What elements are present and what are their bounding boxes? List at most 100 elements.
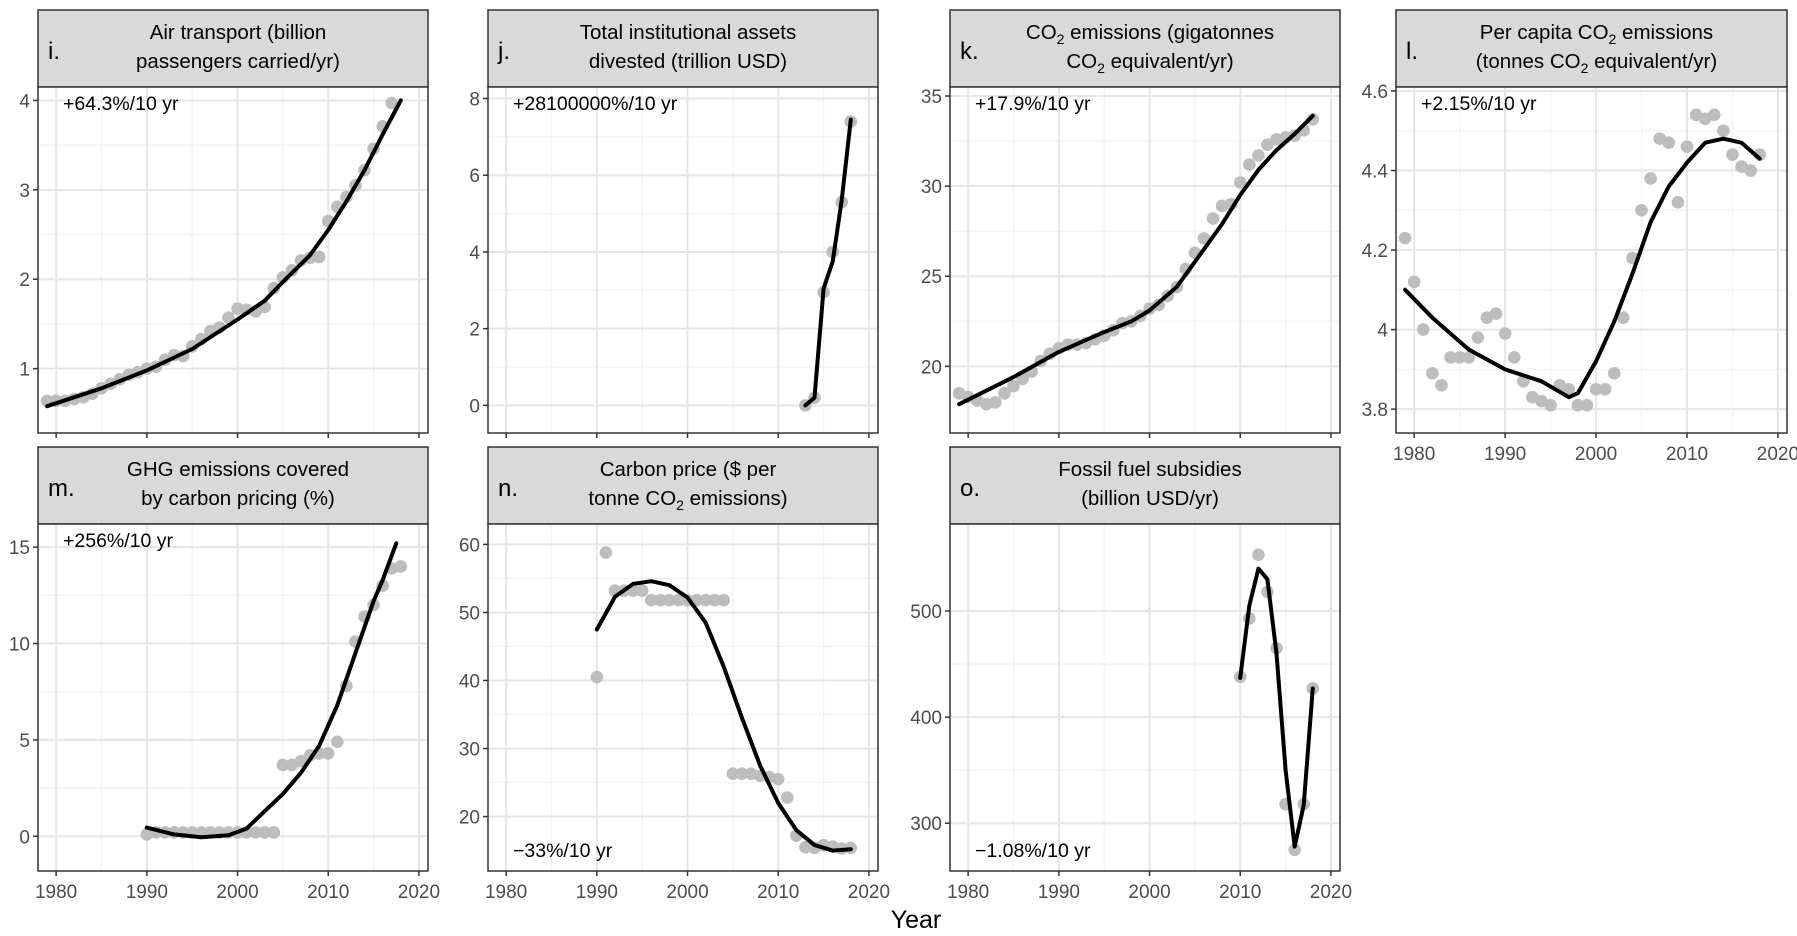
panel-o-x-tick-label: 2010: [1219, 882, 1261, 903]
panel-l-x-tick-label: 2000: [1575, 444, 1617, 465]
panel-o: o. Fossil fuel subsidies (billion USD/yr) 3…: [910, 446, 1352, 903]
panel-n-data-point: [599, 546, 613, 559]
panel-n-x-tick-label: 2010: [757, 882, 799, 903]
panel-o-title-line-2: (billion USD/yr): [1081, 487, 1219, 510]
panel-i-y-tick-label: 2: [19, 270, 30, 291]
panel-n-grid: [488, 524, 878, 871]
panel-l-data-point: [1416, 323, 1430, 336]
panel-i-data-point: [231, 302, 244, 316]
panel-i-data-point: [312, 250, 326, 264]
panel-m-x-tick-label: 2020: [398, 882, 440, 903]
panel-l-y-tick-label: 4: [1377, 321, 1388, 342]
panel-l-data-point: [1662, 136, 1676, 149]
panel-m-x-tick-label: 2010: [307, 882, 349, 903]
panel-k-border: [949, 86, 1341, 434]
panel-i-data-point: [385, 96, 399, 110]
panel-m-y-tick-label: 10: [9, 635, 30, 656]
panel-m-y-tick-label: 5: [19, 731, 30, 752]
panel-m-x-tick-label: 1980: [35, 882, 77, 903]
panel-n-data-point: [654, 593, 667, 607]
panel-m-data-point: [331, 735, 344, 749]
panel-k: k. CO2​ emissions (gigatonnes CO2​ equival…: [921, 9, 1341, 438]
panel-k-data: [952, 113, 1320, 411]
panel-n-letter: n.: [498, 475, 518, 502]
panel-k-letter: k.: [960, 38, 979, 65]
panel-m-trend-annotation: +256%/10 yr: [63, 530, 174, 552]
panel-m-title-line-2: by carbon pricing (%): [141, 487, 335, 510]
panel-l-data-point: [1407, 275, 1421, 289]
panel-o-y-tick-label: 500: [910, 602, 942, 623]
panel-l-data-point: [1498, 327, 1512, 340]
panels: i. Air transport (billion passengers carri…: [9, 9, 1797, 903]
panel-i-header: [37, 9, 429, 88]
panel-o-header: [949, 446, 1341, 525]
panel-o-grid: [950, 524, 1340, 871]
panel-l-data-point: [1707, 108, 1721, 122]
panel-l-header: [1395, 9, 1788, 88]
panel-k-data-point: [1252, 149, 1265, 162]
panel-l-y-tick-label: 4.6: [1362, 82, 1388, 103]
panel-l-title-line-2: (tonnes CO2​ equivalent/yr): [1476, 50, 1717, 76]
panel-i-data-point: [267, 281, 281, 295]
panel-i-y-tick-label: 1: [19, 360, 30, 381]
panel-m-x-tick-label: 1990: [126, 882, 168, 903]
panel-j-y-tick-label: 4: [469, 243, 480, 264]
panel-l-letter: l.: [1406, 38, 1418, 65]
panel-n-x-tick-label: 2020: [848, 882, 890, 903]
panel-o-x-tick-label: 1980: [947, 882, 989, 903]
panel-k-data-point: [998, 387, 1011, 400]
panel-l-x-tick-label: 1990: [1484, 444, 1526, 465]
panel-k-y-tick-label: 35: [921, 87, 942, 108]
panel-k-y-tick-label: 30: [921, 177, 942, 198]
panel-m-border: [37, 523, 429, 872]
panel-m-letter: m.: [48, 475, 75, 502]
panel-k-trend-line: [957, 113, 1315, 407]
panel-l-x-tick-label: 2010: [1666, 444, 1708, 465]
panel-n-data-point: [781, 791, 794, 804]
panel-n-trend-annotation: −33%/10 yr: [513, 840, 613, 862]
panel-o-trend-annotation: −1.08%/10 yr: [975, 840, 1091, 862]
panel-i-letter: i.: [48, 38, 60, 65]
panel-m-data: [140, 541, 408, 841]
panel-l-x-tick-label: 1980: [1393, 444, 1435, 465]
panel-n-data-point: [590, 670, 604, 684]
panel-n-trend-line: [594, 579, 853, 853]
panel-o-title-line-1: Fossil fuel subsidies: [1058, 458, 1241, 481]
panel-j-grid: [488, 87, 878, 433]
panel-n-data-point: [663, 593, 676, 607]
panel-l-data-point: [1444, 351, 1457, 364]
panel-n-title-line-1: Carbon price ($ per: [600, 458, 777, 481]
panel-i-plot-area: [38, 87, 428, 433]
panel-j: j. Total institutional assets divested (tr…: [469, 9, 879, 438]
panel-l-x-tick-label: 2020: [1757, 444, 1797, 465]
panel-o-border: [949, 523, 1341, 872]
panel-j-title-line-2: divested (trillion USD): [589, 50, 787, 73]
panel-n-data-point: [644, 593, 658, 607]
panel-o-letter: o.: [960, 475, 980, 502]
panel-i-data: [40, 96, 403, 409]
panel-o-x-tick-label: 2020: [1310, 882, 1352, 903]
panel-m-data-point: [321, 747, 335, 760]
panel-j-plot-area: [488, 87, 878, 433]
panel-n-x-tick-label: 2000: [666, 882, 708, 903]
panel-n-data-point: [672, 593, 685, 607]
panel-i: i. Air transport (billion passengers carri…: [19, 9, 429, 438]
panel-m-title-line-1: GHG emissions covered: [127, 458, 349, 481]
panel-i-trend-line: [45, 98, 403, 409]
panel-n-data-point: [699, 593, 712, 607]
panel-l-data-point: [1580, 398, 1594, 412]
panel-j-trend-line: [803, 117, 853, 408]
panel-l-data-point: [1589, 382, 1603, 396]
panel-n-y-tick-label: 30: [459, 740, 480, 761]
panel-l-y-tick-label: 4.2: [1362, 241, 1388, 262]
panel-n-data: [590, 546, 858, 855]
panel-j-title-line-1: Total institutional assets: [580, 21, 797, 44]
panel-l-data-point: [1471, 331, 1485, 344]
panel-n-y-tick-label: 50: [459, 603, 480, 624]
x-axis-title: Year: [891, 906, 942, 934]
panel-l-y-tick-label: 3.8: [1362, 400, 1388, 421]
panel-l-data-point: [1671, 196, 1685, 209]
panel-l-data-point: [1744, 164, 1757, 177]
panel-l-data-point: [1617, 311, 1630, 324]
